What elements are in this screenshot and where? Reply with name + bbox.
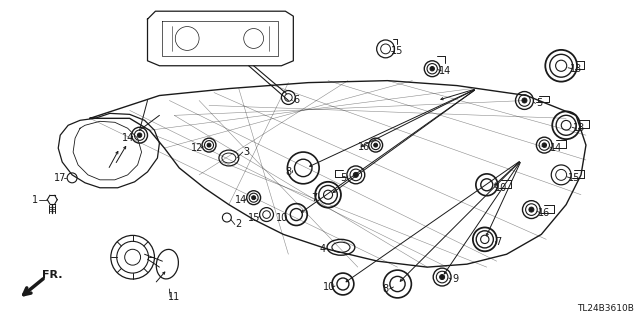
Text: 16: 16 <box>358 142 370 152</box>
Text: 12: 12 <box>191 143 204 153</box>
Text: FR.: FR. <box>42 270 63 280</box>
Text: TL24B3610B: TL24B3610B <box>577 304 634 313</box>
Text: 16: 16 <box>538 208 550 218</box>
Text: 10: 10 <box>495 183 507 193</box>
Circle shape <box>138 133 142 137</box>
Text: 5: 5 <box>536 99 543 108</box>
Text: 10: 10 <box>276 212 289 223</box>
Circle shape <box>207 143 211 147</box>
Text: 1: 1 <box>33 195 38 205</box>
Circle shape <box>353 172 358 177</box>
Text: 14: 14 <box>122 133 134 143</box>
Text: 8: 8 <box>383 284 388 294</box>
Text: 17: 17 <box>54 173 67 183</box>
Text: 3: 3 <box>244 147 250 157</box>
Text: 7: 7 <box>495 237 502 247</box>
Text: 4: 4 <box>320 244 326 254</box>
Circle shape <box>542 143 547 147</box>
Text: 6: 6 <box>293 95 300 106</box>
Text: 13: 13 <box>570 64 582 74</box>
Text: 15: 15 <box>568 173 580 183</box>
Text: 14: 14 <box>439 66 451 76</box>
Text: 14: 14 <box>550 143 563 153</box>
Text: 14: 14 <box>235 195 247 205</box>
Circle shape <box>522 98 527 103</box>
Text: 15: 15 <box>391 46 404 56</box>
Circle shape <box>374 143 378 147</box>
Circle shape <box>440 275 445 279</box>
Circle shape <box>252 196 255 200</box>
Circle shape <box>529 207 534 212</box>
Text: 10: 10 <box>323 282 335 292</box>
Text: 8: 8 <box>285 167 291 177</box>
Text: 2: 2 <box>236 219 242 229</box>
Text: 11: 11 <box>168 292 180 302</box>
Text: 9: 9 <box>452 274 458 284</box>
Circle shape <box>430 66 435 71</box>
Text: 13: 13 <box>573 123 585 133</box>
Text: 5: 5 <box>340 173 346 183</box>
Text: 7: 7 <box>311 193 317 203</box>
Text: 15: 15 <box>248 212 260 223</box>
